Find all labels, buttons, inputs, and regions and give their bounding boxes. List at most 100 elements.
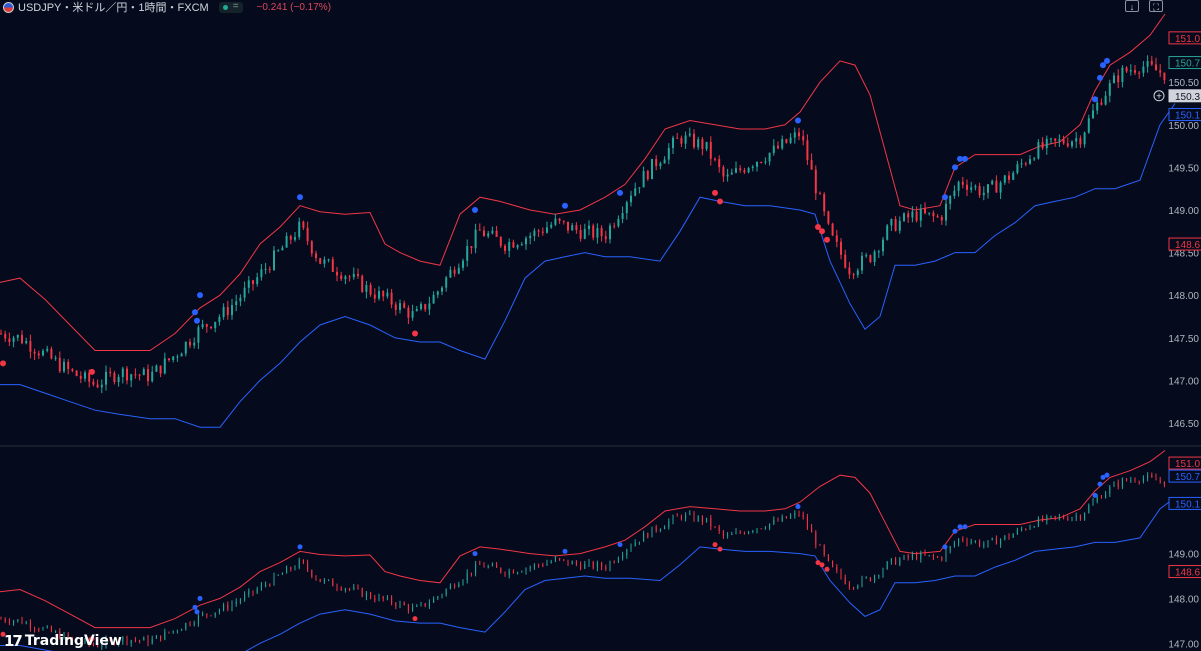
candle-body [76,638,78,641]
candle-body [840,570,842,578]
candle-body [617,218,620,227]
candle-body [516,245,519,248]
candle-body [1075,515,1077,518]
candle-body [756,528,758,531]
candle-body [25,341,28,344]
candle-body [84,639,86,643]
candle-body [634,542,636,547]
candle-body [403,602,405,606]
candle-body [126,368,128,381]
candle-body [222,306,225,317]
tradingview-logo[interactable]: 17 TradingView [4,632,122,650]
candle-body [512,242,515,248]
candle-body [823,194,826,212]
candle-body [420,304,422,309]
candle-body [831,223,834,236]
candle-body [886,561,888,570]
download-icon[interactable]: ↓ [1125,0,1139,12]
candle-body [550,224,553,228]
candle-body [773,519,775,524]
candle-body [537,230,540,232]
candle-body [172,356,175,361]
candle-body [668,521,670,528]
candle-body [319,258,322,264]
candle-body [743,532,745,534]
candle-body [848,583,850,588]
candle-body [529,567,531,569]
price-tag-label: 150.7 [1175,59,1200,70]
signal-down-marker [717,546,723,552]
candle-body [718,159,721,168]
candle-body [470,246,473,249]
candle-body [1033,158,1036,160]
candle-body [315,253,317,259]
candle-body [521,571,523,573]
candle-body [525,568,527,572]
symbol-title[interactable]: USDJPY・米ドル／円・1時間・FXCM [18,2,209,14]
upper-band-line [0,450,1166,629]
candle-body [437,596,439,599]
candle-body [583,228,586,239]
candle-body [445,589,447,595]
candle-body [168,631,170,633]
candle-body [75,370,78,376]
candle-body [752,530,754,532]
signal-up-marker [957,155,963,162]
candle-body [643,533,645,542]
price-tag-label: 150.1 [1175,499,1200,510]
candle-body [340,588,342,591]
candle-body [895,558,897,565]
candle-body [181,629,183,631]
equals-icon: = [232,1,239,12]
candle-body [50,626,52,632]
price-tag [1168,89,1201,103]
candle-body [1105,493,1107,499]
candle-body [403,303,406,308]
candle-body [869,577,871,581]
price-tag [1168,56,1201,70]
candle-body [0,333,2,335]
signal-up-marker [952,164,958,171]
candle-body [378,291,380,299]
candle-body [529,236,532,239]
candle-body [554,558,556,562]
candle-body [982,192,985,196]
candle-body [819,193,821,195]
candle-body [1000,539,1002,545]
candle-body [264,268,267,270]
candle-body [365,285,368,292]
candle-body [911,211,914,218]
candle-body [487,233,490,237]
candle-body [588,561,590,564]
candle-body [1016,529,1018,535]
candle-body [638,187,641,189]
candle-body [676,137,679,139]
candle-body [848,267,851,275]
candle-body [806,516,808,528]
candle-body [970,541,972,544]
candle-body [214,321,217,329]
candle-body [63,361,65,372]
candle-body [760,528,762,530]
candle-body [428,303,431,310]
candle-body [1121,67,1124,83]
candle-body [118,641,120,645]
candle-body [71,369,74,371]
candle-body [475,563,477,574]
candle-body [642,171,645,188]
candle-body [1075,138,1078,142]
candle-body [189,623,191,625]
candle-body [722,531,724,537]
candle-body [100,384,103,388]
candle-body [1126,478,1128,481]
fullscreen-icon[interactable]: ⛶ [1149,0,1163,12]
candle-body [647,533,649,538]
market-status[interactable]: = [218,1,243,13]
candle-body [122,637,124,642]
candle-body [1029,526,1031,530]
price-tag-label: 148.6 [1175,240,1200,251]
candle-body [1063,516,1065,519]
candle-body [1147,475,1149,479]
candle-body [878,575,880,577]
